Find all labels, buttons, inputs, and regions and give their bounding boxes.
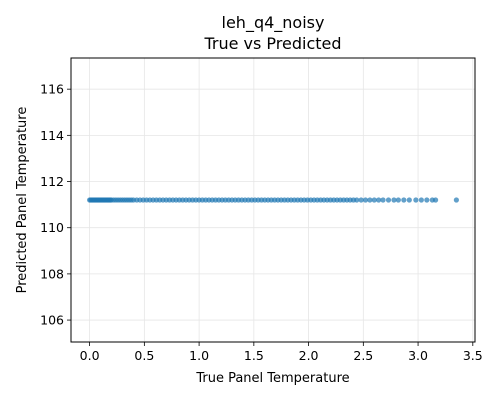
data-point — [362, 197, 369, 203]
data-point — [395, 197, 401, 203]
x-tick-label: 2.5 — [353, 348, 373, 363]
data-point — [413, 197, 419, 203]
x-tick-label: 0.5 — [134, 348, 154, 363]
plot-frame — [70, 57, 476, 343]
x-axis-label: True Panel Temperature — [195, 371, 349, 386]
chart-subtitle: True vs Predicted — [203, 34, 341, 53]
data-point — [385, 197, 392, 203]
data-point — [432, 197, 439, 203]
data-point — [371, 197, 377, 203]
y-tick-label: 112 — [40, 174, 64, 189]
y-tick-label: 114 — [40, 128, 64, 143]
data-point — [401, 197, 407, 203]
y-axis-label: Predicted Panel Temperature — [15, 107, 30, 294]
chart-title: leh_q4_noisy — [222, 13, 325, 33]
x-tick-label: 1.0 — [189, 348, 209, 363]
y-tick-label: 110 — [40, 220, 64, 235]
data-point — [367, 197, 373, 203]
y-tick-label: 108 — [40, 266, 64, 281]
x-tick-label: 2.0 — [299, 348, 319, 363]
data-points — [87, 197, 459, 203]
data-point — [424, 197, 430, 203]
data-point — [376, 197, 382, 203]
axis-ticks: 0.0 0.5 1.0 1.5 2.0 2.5 3.0 3.5 106 108 110 112 114 1… — [40, 82, 483, 363]
data-point — [453, 197, 459, 203]
data-point — [406, 197, 412, 203]
y-tick-label: 116 — [40, 82, 64, 97]
x-tick-label: 0.0 — [80, 348, 100, 363]
x-tick-label: 1.5 — [244, 348, 264, 363]
x-tick-label: 3.5 — [463, 348, 483, 363]
x-tick-label: 3.0 — [408, 348, 428, 363]
data-point — [358, 197, 364, 203]
y-tick-label: 106 — [40, 313, 64, 328]
data-point — [354, 197, 360, 203]
data-point — [391, 197, 397, 203]
data-point — [380, 197, 386, 203]
data-point — [418, 197, 424, 203]
